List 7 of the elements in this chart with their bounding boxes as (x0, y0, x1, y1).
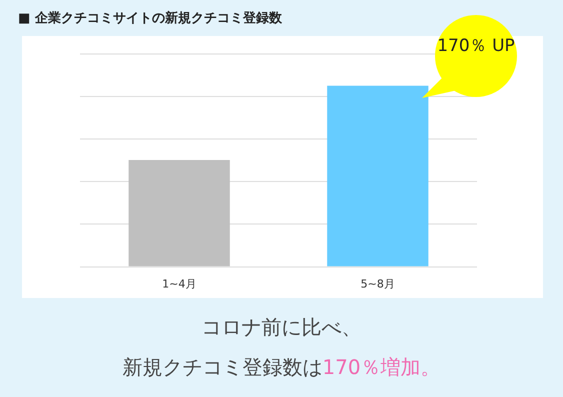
chart-title: ■ 企業クチコミサイトの新規クチコミ登録数 (18, 10, 282, 27)
text: 170％ UP (436, 36, 516, 56)
text: コロナ前に比べ、 (200, 314, 362, 341)
x-tick-label: 1~4月 (162, 277, 196, 290)
text: 170％増加。 (322, 355, 441, 379)
x-tick-label: 5~8月 (360, 277, 395, 290)
text: 新規クチコミ登録数は (122, 355, 322, 379)
